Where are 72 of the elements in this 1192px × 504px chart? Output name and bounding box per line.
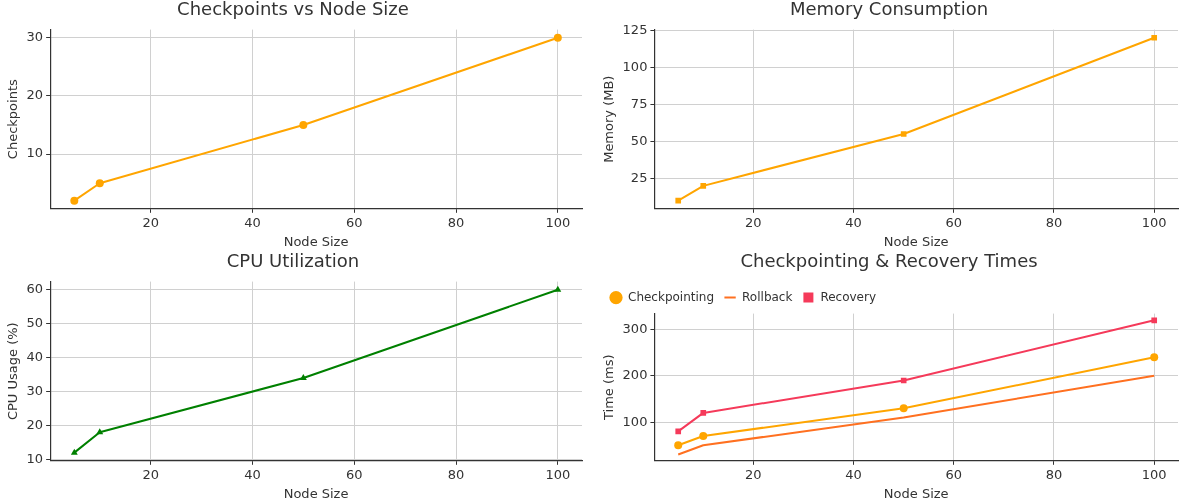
x-tick-label: 60: [345, 214, 363, 230]
y-tick-label: 125: [622, 21, 648, 37]
x-tick-label: 40: [845, 214, 862, 230]
legend-label: Rollback: [742, 289, 793, 304]
x-tick-label: 80: [1045, 214, 1063, 230]
y-tick-label: 25: [630, 169, 648, 185]
x-tick-label: 100: [1141, 214, 1167, 230]
y-tick-label: 100: [622, 413, 648, 429]
x-tick-label: 80: [447, 214, 465, 230]
point: [675, 197, 682, 204]
y-tick-label: 75: [630, 95, 648, 111]
y-axis-title: Checkpoints: [5, 79, 21, 160]
y-tick-label: 40: [26, 349, 44, 364]
y-tick-label: 10: [26, 145, 44, 161]
y-tick-label: 30: [26, 29, 44, 45]
x-tick-label: 40: [244, 466, 261, 482]
point: [900, 377, 907, 384]
y-tick-label: 200: [622, 367, 648, 383]
x-tick-label: 100: [545, 466, 571, 482]
x-tick-label: 20: [142, 214, 159, 230]
chart-title: Memory Consumption: [789, 0, 989, 20]
y-tick-label: 50: [630, 132, 648, 148]
point: [299, 373, 307, 380]
point: [1151, 317, 1158, 324]
legend-label: Recovery: [820, 289, 877, 304]
x-tick-label: 20: [745, 466, 762, 482]
point: [1151, 34, 1158, 41]
legend-label: Checkpointing: [628, 289, 715, 304]
x-tick-label: 80: [447, 466, 465, 482]
point: [700, 183, 707, 189]
x-tick-label: 60: [945, 214, 963, 230]
point: [699, 432, 708, 441]
point: [95, 179, 104, 188]
x-axis-title: Node Size: [883, 233, 949, 249]
point: [899, 404, 908, 413]
x-tick-label: 40: [845, 466, 862, 482]
y-tick-label: 100: [622, 58, 648, 74]
y-tick-label: 60: [26, 281, 44, 297]
point: [700, 410, 707, 416]
point: [674, 441, 683, 450]
x-axis-title: Node Size: [283, 485, 349, 501]
y-axis-title: Memory (MB): [601, 75, 617, 163]
y-tick-label: 10: [26, 450, 44, 466]
point: [70, 196, 79, 205]
point: [299, 121, 308, 130]
point: [554, 285, 562, 292]
x-tick-label: 80: [1045, 466, 1063, 482]
x-tick-label: 100: [545, 214, 571, 230]
y-tick-label: 20: [26, 416, 44, 432]
x-tick-label: 40: [244, 214, 261, 230]
point: [1150, 353, 1159, 362]
y-tick-label: 300: [622, 320, 648, 336]
chart-title: Checkpoints vs Node Size: [177, 0, 409, 20]
point: [70, 448, 78, 455]
y-axis-title: Time (ms): [601, 354, 617, 421]
x-tick-label: 100: [1141, 466, 1167, 482]
x-axis-title: Node Size: [883, 485, 949, 501]
y-axis-title: CPU Usage (%): [5, 322, 21, 421]
x-tick-label: 20: [745, 214, 762, 230]
x-axis-title: Node Size: [283, 233, 349, 249]
y-tick-label: 50: [26, 315, 44, 331]
x-tick-label: 20: [142, 466, 159, 482]
x-tick-label: 60: [945, 466, 963, 482]
chart-title: Checkpointing & Recovery Times: [740, 250, 1038, 272]
y-tick-label: 30: [26, 382, 44, 398]
x-tick-label: 60: [345, 466, 363, 482]
chart-title: CPU Utilization: [226, 250, 360, 272]
point: [675, 428, 682, 435]
point: [900, 131, 907, 137]
y-tick-label: 20: [26, 87, 44, 103]
point: [96, 428, 104, 435]
point: [553, 33, 562, 42]
